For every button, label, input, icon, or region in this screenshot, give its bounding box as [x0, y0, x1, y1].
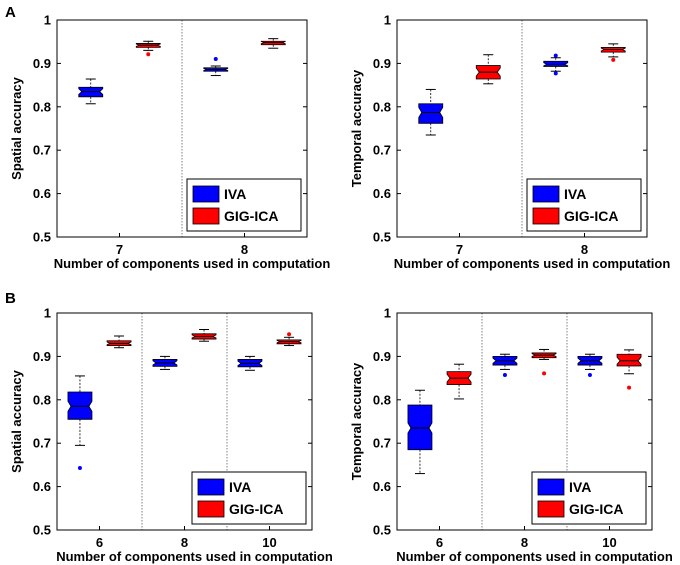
- y-tick-label: 1: [44, 306, 51, 321]
- y-tick-label: 0.9: [373, 56, 391, 71]
- outlier-point-gig-ica: [611, 57, 616, 62]
- legend-swatch-gig-ica: [197, 500, 225, 518]
- legend-label-iva: IVA: [569, 479, 591, 495]
- plot-frame: [396, 19, 648, 238]
- y-tick-label: 0.7: [373, 143, 391, 158]
- legend-label-gig-ica: GIG-ICA: [229, 501, 283, 517]
- legend-label-gig-ica: GIG-ICA: [564, 208, 618, 224]
- outlier-point-gig-ica: [627, 385, 632, 390]
- x-tick-label: 7: [116, 242, 123, 257]
- y-tick-label: 0.8: [373, 99, 391, 114]
- x-tick-label: 8: [241, 242, 248, 257]
- legend-label-iva: IVA: [224, 186, 246, 202]
- y-tick-label: 0.6: [373, 479, 391, 494]
- x-tick-label: 8: [521, 535, 528, 550]
- legend-swatch-iva: [532, 185, 560, 203]
- y-axis-label: Temporal accuracy: [349, 362, 364, 480]
- x-axis-label: Number of components used in computation: [396, 549, 673, 564]
- y-axis-label: Spatial accuracy: [9, 76, 24, 179]
- outlier-point-iva: [502, 373, 507, 378]
- y-tick-label: 0.8: [33, 99, 51, 114]
- outlier-point-iva: [213, 57, 218, 62]
- outlier-point-iva: [553, 53, 558, 58]
- legend-label-gig-ica: GIG-ICA: [569, 501, 623, 517]
- legend-swatch-iva: [192, 185, 220, 203]
- y-tick-label: 0.6: [33, 186, 51, 201]
- legend-swatch-iva: [197, 478, 225, 496]
- outlier-point-iva: [587, 373, 592, 378]
- y-tick-label: 0.8: [33, 392, 51, 407]
- legend-swatch-gig-ica: [192, 207, 220, 225]
- x-tick-label: 8: [181, 535, 188, 550]
- y-tick-label: 0.8: [373, 392, 391, 407]
- x-axis-label: Number of components used in computation: [56, 549, 333, 564]
- chart-3: 0.5 0.6 0.7 0.8 0.9 1 6 8 10 IVA GIG-ICA Spatial ac…: [9, 306, 333, 565]
- legend-swatch-iva: [537, 478, 565, 496]
- y-tick-label: 0.7: [373, 436, 391, 451]
- x-tick-label: 8: [581, 242, 588, 257]
- plot-frame: [56, 312, 313, 531]
- y-tick-label: 0.9: [373, 349, 391, 364]
- outlier-point-gig-ica: [146, 52, 151, 57]
- y-tick-label: 0.5: [33, 523, 51, 538]
- plot-frame: [396, 312, 653, 531]
- outlier-point-iva: [77, 465, 82, 470]
- panel-label-a: A: [5, 4, 16, 21]
- y-tick-label: 0.5: [373, 230, 391, 245]
- plot-frame: [56, 19, 308, 238]
- chart-1: 0.5 0.6 0.7 0.8 0.9 1 7 8 IVA GIG-ICA Spatial accu…: [9, 13, 330, 272]
- box-iva: [407, 404, 433, 451]
- legend-label-iva: IVA: [229, 479, 251, 495]
- chart-2: 0.5 0.6 0.7 0.8 0.9 1 7 8 IVA GIG-ICA Temporal acc…: [349, 13, 670, 272]
- y-tick-label: 0.6: [373, 186, 391, 201]
- x-tick-label: 7: [456, 242, 463, 257]
- y-axis-label: Spatial accuracy: [9, 369, 24, 472]
- x-axis-label: Number of components used in computation: [54, 256, 331, 271]
- box-iva: [418, 103, 444, 124]
- box-gig-ica: [616, 353, 642, 367]
- outlier-point-iva: [553, 71, 558, 76]
- y-tick-label: 0.6: [33, 479, 51, 494]
- legend-swatch-gig-ica: [532, 207, 560, 225]
- y-axis-label: Temporal accuracy: [349, 69, 364, 187]
- legend-swatch-gig-ica: [537, 500, 565, 518]
- x-axis-label: Number of components used in computation: [394, 256, 671, 271]
- y-tick-label: 0.7: [33, 143, 51, 158]
- y-tick-label: 1: [44, 13, 51, 28]
- legend-label-gig-ica: GIG-ICA: [224, 208, 278, 224]
- y-tick-label: 1: [384, 13, 391, 28]
- y-tick-label: 0.5: [33, 230, 51, 245]
- y-tick-label: 0.5: [373, 523, 391, 538]
- outlier-point-gig-ica: [542, 371, 547, 376]
- outlier-point-gig-ica: [287, 332, 292, 337]
- chart-4: 0.5 0.6 0.7 0.8 0.9 1 6 8 10 IVA GIG-ICA Temporal a…: [349, 306, 673, 565]
- y-tick-label: 1: [384, 306, 391, 321]
- x-tick-label: 10: [262, 535, 276, 550]
- legend-label-iva: IVA: [564, 186, 586, 202]
- x-tick-label: 6: [96, 535, 103, 550]
- x-tick-label: 10: [602, 535, 616, 550]
- y-tick-label: 0.7: [33, 436, 51, 451]
- y-tick-label: 0.9: [33, 56, 51, 71]
- y-tick-label: 0.9: [33, 349, 51, 364]
- x-tick-label: 6: [436, 535, 443, 550]
- panel-label-b: B: [5, 290, 16, 307]
- box-iva: [67, 391, 93, 420]
